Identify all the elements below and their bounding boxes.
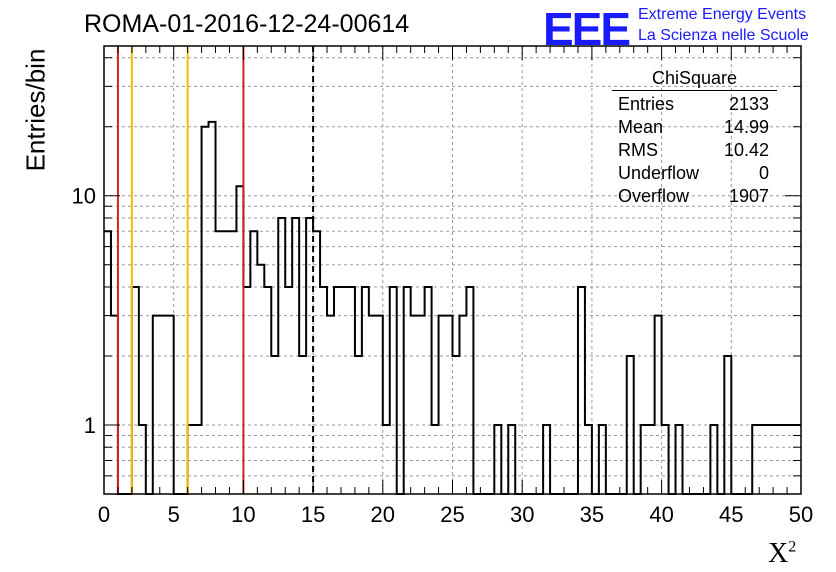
stats-label: Mean [618, 117, 664, 137]
x-tick-label: 10 [231, 502, 255, 527]
x-axis-label-base: X [768, 538, 789, 569]
x-tick-label: 30 [510, 502, 534, 527]
logo-text-line1: Extreme Energy Events [638, 6, 807, 23]
x-tick-label: 50 [789, 502, 813, 527]
eee-logo: EEE [543, 3, 631, 55]
histogram-bars [104, 120, 801, 495]
axis-ticks [103, 46, 802, 495]
y-tick-label: 10 [72, 184, 96, 209]
stats-label: Underflow [618, 163, 700, 183]
logo-text-line2: La Scienza nelle Scuole [638, 27, 809, 44]
stats-title: ChiSquare [612, 68, 777, 91]
stats-value: 2133 [728, 94, 769, 114]
x-tick-label: 40 [649, 502, 673, 527]
x-tick-label: 45 [719, 502, 743, 527]
x-tick-label: 5 [168, 502, 180, 527]
x-tick-label: 0 [98, 502, 110, 527]
stats-row-underflow: Underflow 0 [612, 162, 777, 185]
x-tick-label: 20 [371, 502, 395, 527]
reference-lines [116, 46, 315, 494]
x-axis-label: X2 [768, 538, 796, 570]
stats-label: RMS [618, 140, 658, 160]
stats-value: 0 [758, 163, 769, 183]
x-tick-label: 35 [580, 502, 604, 527]
stats-row-overflow: Overflow 1907 [612, 185, 777, 208]
histogram-outline [104, 120, 801, 495]
stats-row-mean: Mean 14.99 [612, 116, 777, 139]
stats-value: 10.42 [723, 140, 769, 160]
chart-title: ROMA-01-2016-12-24-00614 [84, 10, 410, 38]
stats-value: 1907 [728, 186, 769, 206]
stats-row-entries: Entries 2133 [612, 93, 777, 116]
x-tick-label: 15 [301, 502, 325, 527]
x-axis-label-exponent: 2 [788, 538, 797, 556]
stats-row-rms: RMS 10.42 [612, 139, 777, 162]
tick-labels: 0 5 10 15 20 25 30 35 40 45 50 1 10 [72, 184, 814, 527]
x-tick-label: 25 [440, 502, 464, 527]
y-axis-label: Entries/bin [20, 48, 51, 172]
y-tick-label: 1 [84, 413, 96, 438]
stats-value: 14.99 [723, 117, 769, 137]
stats-box: ChiSquare Entries 2133 Mean 14.99 RMS 10.42… [612, 68, 777, 208]
stats-label: Overflow [618, 186, 690, 206]
stats-label: Entries [618, 94, 675, 114]
